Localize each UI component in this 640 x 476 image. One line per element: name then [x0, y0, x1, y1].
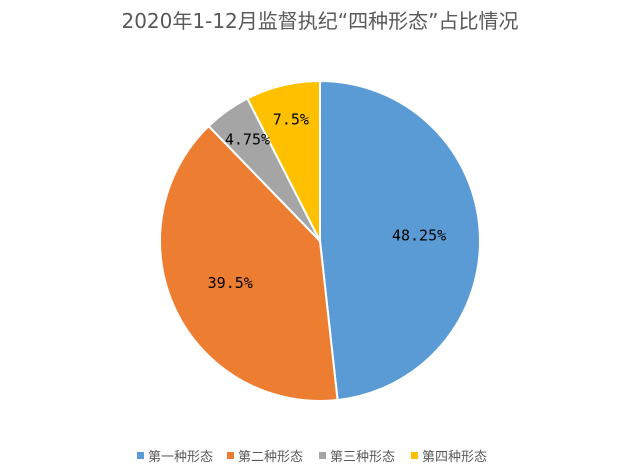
legend-item-4: 第四种形态 — [411, 450, 487, 465]
legend-swatch-1 — [137, 452, 144, 459]
legend-swatch-2 — [227, 452, 234, 459]
pie-slice-2 — [159, 124, 339, 402]
legend-label-1: 第一种形态 — [148, 450, 213, 465]
pie-slices — [159, 79, 481, 402]
pie-data-labels: 48.25% 39.5% 4.75%7.5% — [208, 111, 446, 293]
pie-slice-4 — [246, 79, 321, 242]
data-label-2: 39.5% — [208, 274, 253, 292]
legend-label-2: 第二种形态 — [238, 450, 303, 465]
legend-item-2: 第二种形态 — [227, 450, 303, 465]
legend-item-1: 第一种形态 — [137, 450, 213, 465]
legend-item-3: 第三种形态 — [319, 450, 395, 465]
chart-title: 2020年1-12月监督执纪“四种形态”占比情况 — [121, 9, 518, 33]
legend-swatch-4 — [411, 452, 418, 459]
legend-label-4: 第四种形态 — [422, 450, 487, 465]
data-label-1: 48.25% — [392, 227, 446, 245]
legend-swatch-3 — [319, 452, 326, 459]
legend-label-3: 第三种形态 — [330, 450, 395, 465]
data-label-4: 7.5% — [273, 111, 309, 129]
data-label-3: 4.75% — [225, 130, 270, 148]
pie-slice-1 — [319, 79, 481, 402]
chart-legend: 第一种形态 第二种形态 第三种形态 第四种形态 — [137, 450, 487, 465]
